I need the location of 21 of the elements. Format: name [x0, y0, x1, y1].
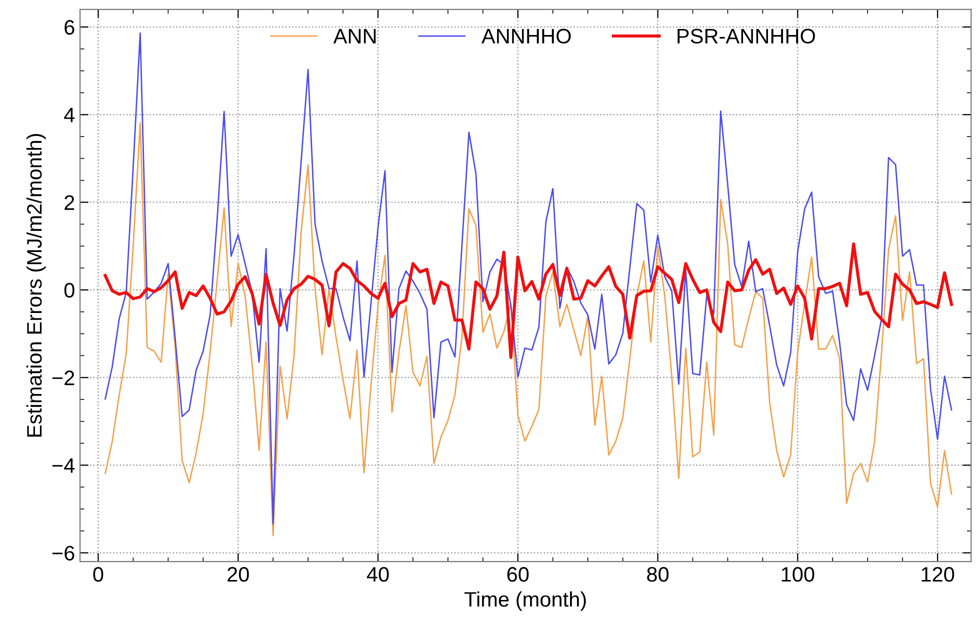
line-series: [104, 122, 952, 536]
x-axis-title: Time (month): [464, 591, 586, 611]
y-tick-label: 2: [64, 195, 74, 210]
x-tick-label: 20: [228, 567, 249, 582]
y-tick-label: 6: [64, 20, 74, 35]
x-tick-label: 40: [366, 567, 389, 582]
x-tick-label: 60: [507, 567, 529, 582]
legend-label: ANN: [333, 28, 376, 44]
y-tick-label: −6: [52, 546, 74, 561]
y-tick-label: −4: [52, 458, 75, 473]
line-series: [104, 242, 954, 359]
x-tick-label: 80: [647, 567, 669, 582]
x-tick-label: 0: [93, 567, 104, 582]
x-tick-label: 120: [922, 567, 954, 582]
y-tick-label: −2: [52, 370, 74, 386]
y-axis-title: Estimation Errors (MJ/m2/month): [26, 134, 46, 437]
legend-label: PSR-ANNHHO: [678, 28, 815, 44]
y-tick-label: 4: [64, 108, 75, 122]
legend-label: ANNHHO: [482, 28, 571, 44]
x-tick-label: 100: [782, 567, 814, 582]
y-tick-label: 0: [64, 282, 74, 298]
